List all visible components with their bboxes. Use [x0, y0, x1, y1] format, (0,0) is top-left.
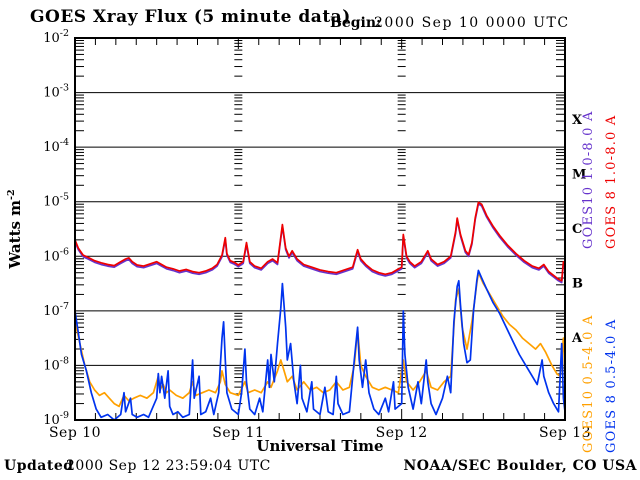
series-goes-8-0-5-4-0-a-line	[74, 269, 566, 421]
y-tick-label-1e-2: 10-2	[43, 28, 69, 46]
begin-label: Begin:	[330, 15, 381, 31]
y-tick-label-1e-8: 10-8	[43, 355, 69, 373]
series-goes-8-1-0-8-0-a-line	[74, 201, 566, 282]
x-tick-label-sep-12: Sep 12	[376, 425, 428, 441]
flare-class-x: X	[572, 113, 583, 128]
legend-goes-8-1-0-8-0-a: GOES 8 1.0-8.0 A	[604, 115, 619, 249]
y-tick-labels: 10-2 10-3 10-4 10-5 10-6 10-7 10-8 10-9	[43, 28, 69, 428]
legend-goes-8-0-5-4-0-a: GOES 8 0.5-4.0 A	[604, 319, 619, 453]
credit-text: NOAA/SEC Boulder, CO USA	[404, 458, 638, 474]
x-tick-label-sep-10: Sep 10	[49, 425, 101, 441]
x-tick-label-sep-13: Sep 13	[539, 425, 591, 441]
legend-goes10-0-5-4-0-a: GOES10 0.5-4.0 A	[581, 314, 596, 453]
y-tick-label-1e-7: 10-7	[43, 301, 69, 319]
x-axis-title: Universal Time	[256, 437, 383, 455]
updated-label: Updated	[4, 458, 74, 474]
flare-class-a: A	[571, 331, 583, 346]
flare-class-m: M	[572, 167, 586, 182]
flare-class-c: C	[572, 222, 582, 237]
x-tick-label-sep-11: Sep 11	[212, 425, 264, 441]
y-axis-title: Watts m-2	[6, 189, 24, 269]
y-tick-label-1e-5: 10-5	[43, 192, 69, 210]
y-tick-label-1e-4: 10-4	[43, 137, 69, 155]
y-tick-label-1e-3: 10-3	[43, 83, 69, 101]
plot-frame	[74, 37, 566, 421]
begin-value: 2000 Sep 10 0000 UTC	[374, 15, 570, 31]
series-goes10-0-5-4-0-a-line	[74, 271, 566, 408]
flare-class-labels: X M C B A	[571, 113, 586, 346]
y-tick-label-1e-6: 10-6	[43, 246, 69, 264]
legend: GOES10 1.0-8.0 A GOES 8 1.0-8.0 A GOES10 0…	[581, 110, 619, 453]
flare-class-b: B	[572, 277, 583, 292]
legend-goes10-1-0-8-0-a: GOES10 1.0-8.0 A	[581, 110, 596, 249]
y-tick-label-1e-9: 10-9	[43, 410, 69, 428]
series-lines	[74, 201, 566, 421]
chart-title: GOES Xray Flux (5 minute data)	[30, 7, 351, 27]
plot-area: 10-2 10-3 10-4 10-5 10-6 10-7 10-8 10-9 Watts m-…	[6, 28, 619, 453]
decade-gridlines	[75, 92, 565, 366]
time-ticks	[94, 39, 546, 419]
x-tick-labels: Sep 10 Sep 11 Sep 12 Sep 13	[49, 425, 591, 441]
updated-timestamp: 2000 Sep 12 23:59:04 UTC	[66, 458, 271, 474]
log-minor-ticks	[76, 39, 564, 405]
series-goes10-1-0-8-0-a-line	[74, 203, 566, 284]
